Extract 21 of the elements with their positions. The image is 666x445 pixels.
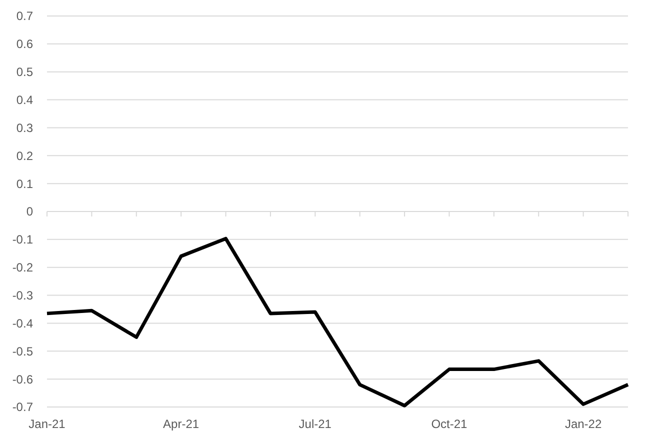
y-tick-label: -0.2 bbox=[12, 260, 34, 275]
y-tick-label: -0.5 bbox=[12, 344, 34, 358]
x-tick-label: Apr-21 bbox=[163, 417, 200, 431]
y-tick-label: -0.4 bbox=[12, 316, 34, 330]
y-tick-label: 0 bbox=[26, 204, 34, 219]
y-tick-label: -0.3 bbox=[12, 288, 34, 302]
x-tick-label: Jan-22 bbox=[564, 417, 602, 431]
y-tick-label: -0.1 bbox=[12, 232, 34, 247]
y-tick-label: 0.3 bbox=[16, 120, 34, 135]
line-series bbox=[45, 236, 630, 408]
y-tick-label: -0.7 bbox=[12, 400, 34, 414]
y-tick-label: 0.1 bbox=[16, 176, 34, 191]
x-tick-label: Oct-21 bbox=[431, 417, 468, 431]
x-tick-label: Jul-21 bbox=[298, 417, 332, 431]
y-tick-label: 0.5 bbox=[16, 65, 34, 80]
y-tick-label: -0.6 bbox=[12, 372, 34, 386]
x-tick-label: Jan-21 bbox=[28, 417, 66, 431]
y-tick-label: 0.6 bbox=[16, 37, 34, 52]
y-tick-label: 0.4 bbox=[16, 92, 34, 107]
y-tick-label: 0.7 bbox=[16, 9, 34, 24]
y-tick-label: 0.2 bbox=[16, 148, 34, 163]
